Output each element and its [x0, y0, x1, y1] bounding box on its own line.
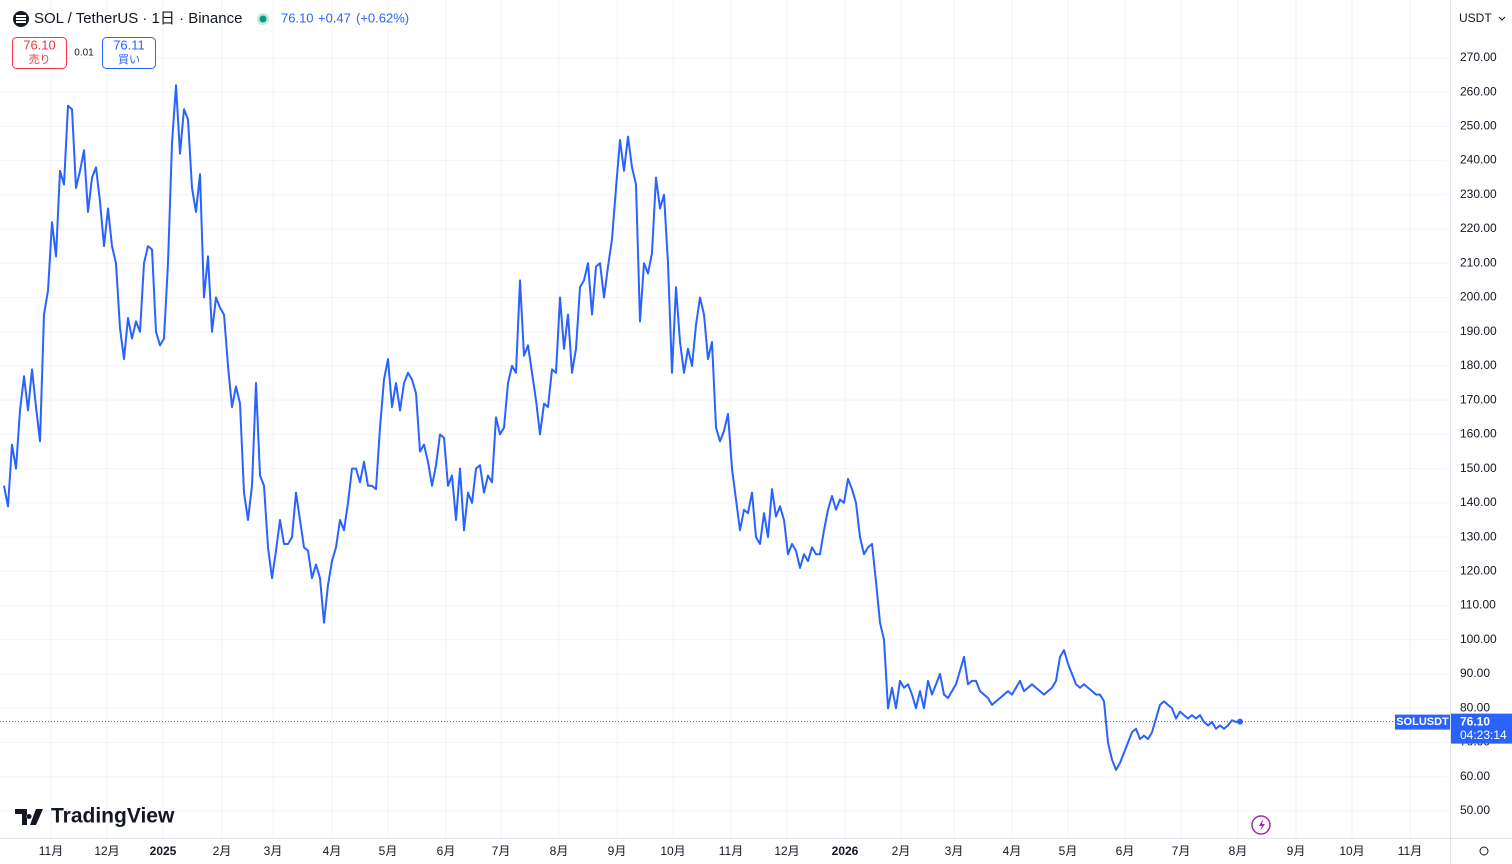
x-tick-label: 8月 — [550, 844, 569, 858]
x-tick-label: 9月 — [1287, 844, 1306, 858]
spread: 0.01 — [74, 48, 94, 59]
header-change: +0.47 — [318, 10, 351, 25]
x-tick-label: 8月 — [1229, 844, 1248, 858]
y-tick-label: 60.00 — [1460, 769, 1490, 783]
y-tick-label: 160.00 — [1460, 427, 1497, 441]
y-tick-label: 180.00 — [1460, 358, 1497, 372]
sell-price: 76.10 — [23, 37, 56, 52]
price-tag-label: 76.10 — [1460, 714, 1490, 728]
x-tick-label: 7月 — [492, 844, 511, 858]
currency-caret — [1498, 16, 1506, 21]
y-tick-label: 150.00 — [1460, 461, 1497, 475]
bolt — [1259, 819, 1265, 831]
x-tick-label: 2月 — [892, 844, 911, 858]
x-tick-label: 2026 — [832, 844, 859, 858]
y-tick-label: 170.00 — [1460, 392, 1497, 406]
y-tick-label: 220.00 — [1460, 221, 1497, 235]
x-tick-label: 9月 — [608, 844, 627, 858]
x-tick-label: 5月 — [1059, 844, 1078, 858]
logo[interactable]: TradingView — [51, 805, 175, 828]
x-tick-label: 4月 — [323, 844, 342, 858]
y-tick-label: 80.00 — [1460, 700, 1490, 714]
x-tick-label: 12月 — [774, 844, 799, 858]
x-tick-label: 3月 — [945, 844, 964, 858]
y-tick-label: 230.00 — [1460, 187, 1497, 201]
y-tick-label: 110.00 — [1460, 598, 1496, 612]
header-price: 76.10 — [281, 10, 314, 25]
buy-label: 買い — [118, 53, 140, 66]
symbol-tag-label: SOLUSDT — [1396, 716, 1449, 728]
x-tick-label: 7月 — [1172, 844, 1191, 858]
sell-label: 売り — [29, 53, 51, 66]
countdown: 04:23:14 — [1460, 728, 1507, 742]
y-tick-label: 130.00 — [1460, 529, 1497, 543]
settings-icon[interactable] — [1479, 846, 1489, 856]
x-tick-label: 2月 — [213, 844, 232, 858]
x-tick-label: 6月 — [1116, 844, 1135, 858]
x-tick-label: 11月 — [39, 844, 63, 858]
symbol-tag — [1395, 714, 1450, 730]
y-tick-label: 100.00 — [1460, 632, 1497, 646]
x-tick-label: 6月 — [437, 844, 456, 858]
x-tick-label: 10月 — [660, 844, 685, 858]
x-tick-label: 5月 — [379, 844, 398, 858]
price-tag — [1451, 713, 1512, 744]
x-tick-label: 10月 — [1339, 844, 1364, 858]
y-tick-label: 250.00 — [1460, 118, 1497, 132]
y-tick-label: 260.00 — [1460, 84, 1497, 98]
symbol-title[interactable]: SOL / TetherUS · 1日 · Binance — [34, 10, 242, 27]
y-tick-label: 190.00 — [1460, 324, 1497, 338]
currency[interactable]: USDT — [1459, 11, 1492, 25]
x-tick-label: 2025 — [150, 844, 177, 858]
y-tick-label: 270.00 — [1460, 50, 1497, 64]
y-tick-label: 50.00 — [1460, 803, 1490, 817]
y-tick-label: 200.00 — [1460, 290, 1497, 304]
sell-button[interactable] — [12, 37, 67, 69]
icon-bar — [16, 21, 26, 23]
plot — [3, 84, 1243, 771]
x-tick-label: 4月 — [1003, 844, 1022, 858]
buy-button[interactable] — [102, 37, 156, 69]
y-tick-label: 140.00 — [1460, 495, 1497, 509]
price-line — [3, 84, 1241, 771]
y-tick-label: 90.00 — [1460, 666, 1490, 680]
y-tick-label: 120.00 — [1460, 564, 1497, 578]
status-dot — [259, 15, 267, 23]
x-tick-label: 11月 — [1398, 844, 1422, 858]
icon-bar — [16, 15, 26, 17]
logo-icon — [15, 809, 43, 825]
x-tick-label: 12月 — [94, 844, 119, 858]
x-tick-label: 3月 — [264, 844, 283, 858]
y-tick-label: 240.00 — [1460, 153, 1497, 167]
header-change-pct: (+0.62%) — [356, 10, 409, 25]
icon-bar — [16, 18, 26, 20]
grid — [0, 0, 1450, 838]
x-tick-label: 11月 — [719, 844, 743, 858]
y-tick-label: 210.00 — [1460, 255, 1497, 269]
alert-icon[interactable] — [1251, 815, 1271, 835]
buy-price: 76.11 — [113, 37, 145, 52]
